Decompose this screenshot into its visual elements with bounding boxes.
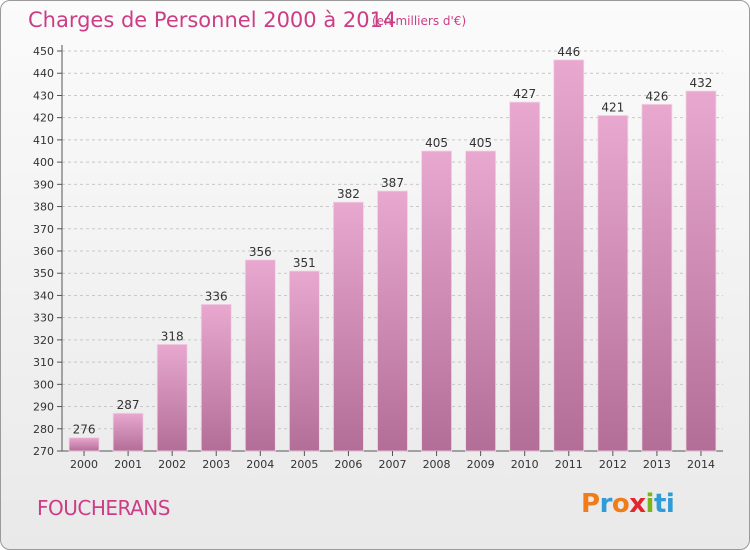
- y-tick-label: 450: [33, 45, 54, 58]
- bar: [377, 190, 408, 452]
- y-tick-label: 290: [33, 401, 54, 414]
- x-tick-label: 2009: [467, 458, 495, 471]
- bar: [68, 437, 100, 452]
- x-tick-label: 2005: [290, 458, 318, 471]
- chart-title: Charges de Personnel 2000 à 2014: [28, 8, 397, 32]
- chart-unit-note: (en milliers d'€): [372, 14, 467, 28]
- y-tick-label: 320: [33, 334, 54, 347]
- data-label: 432: [690, 76, 713, 90]
- data-label: 446: [557, 45, 580, 59]
- data-labels: 276 287 318 336 356 351 382 387 405 405 427 446 421 4…: [73, 45, 713, 437]
- bar: [333, 201, 364, 452]
- x-tick-label: 2004: [246, 458, 274, 471]
- y-tick-label: 330: [33, 312, 54, 325]
- x-tick-label: 2007: [379, 458, 407, 471]
- proxiti-logo: Proxiti: [581, 489, 675, 519]
- data-label: 382: [337, 187, 360, 201]
- data-label: 318: [161, 329, 184, 343]
- logo-letter: i: [665, 489, 675, 519]
- logo-letter: t: [653, 489, 666, 519]
- data-label: 405: [469, 136, 492, 150]
- x-tick-label: 2013: [643, 458, 671, 471]
- x-tick-label: 2014: [687, 458, 715, 471]
- x-tick-label: 2003: [202, 458, 230, 471]
- x-tick-label: 2011: [555, 458, 583, 471]
- logo-letter: x: [629, 489, 646, 519]
- data-label: 427: [513, 87, 536, 101]
- bar: [465, 150, 497, 452]
- x-tick-label: 2008: [423, 458, 451, 471]
- y-tick-label: 310: [33, 356, 54, 369]
- data-label: 356: [249, 245, 272, 259]
- bars: [68, 59, 717, 452]
- x-tick-label: 2002: [158, 458, 186, 471]
- bar: [553, 59, 585, 452]
- data-label: 421: [601, 100, 624, 114]
- x-tick-labels: 2000 2001 2002 2003 2004 2005 2006 2007 2008 2009…: [70, 451, 715, 471]
- logo-letter: i: [645, 489, 655, 519]
- town-name: FOUCHERANS: [37, 496, 170, 520]
- y-tick-label: 340: [33, 289, 54, 302]
- y-tick-label: 410: [33, 134, 54, 147]
- data-label: 351: [293, 256, 316, 270]
- bar: [641, 103, 673, 452]
- bar: [509, 101, 541, 452]
- bar: [112, 412, 144, 452]
- y-tick-label: 430: [33, 89, 54, 102]
- data-label: 387: [381, 176, 404, 190]
- y-tick-label: 380: [33, 201, 54, 214]
- y-tick-label: 350: [33, 267, 54, 280]
- y-tick-label: 420: [33, 112, 54, 125]
- y-tick-label: 280: [33, 423, 54, 436]
- bar: [421, 150, 452, 452]
- bar: [244, 259, 276, 452]
- y-tick-label: 400: [33, 156, 54, 169]
- logo-letter: r: [599, 489, 613, 519]
- x-tick-label: 2001: [114, 458, 142, 471]
- x-tick-label: 2010: [511, 458, 539, 471]
- bar: [156, 343, 188, 452]
- y-tick-label: 300: [33, 378, 54, 391]
- data-label: 287: [117, 398, 140, 412]
- y-tick-labels: 270 280 290 300 310 320 330 340 350 360 370 380 390 4…: [33, 45, 62, 458]
- bar: [288, 270, 320, 452]
- x-tick-label: 2006: [334, 458, 362, 471]
- data-label: 426: [645, 89, 668, 103]
- x-tick-label: 2000: [70, 458, 98, 471]
- bar: [685, 90, 717, 452]
- logo-letter: o: [611, 489, 630, 519]
- x-tick-label: 2012: [599, 458, 627, 471]
- y-tick-label: 390: [33, 178, 54, 191]
- y-tick-label: 360: [33, 245, 54, 258]
- data-label: 336: [205, 289, 228, 303]
- y-tick-label: 370: [33, 223, 54, 236]
- logo-letter: P: [581, 489, 600, 519]
- data-label: 276: [73, 423, 96, 437]
- bar: [200, 303, 232, 452]
- y-tick-label: 440: [33, 67, 54, 80]
- y-tick-label: 270: [33, 445, 54, 458]
- data-label: 405: [425, 136, 448, 150]
- bar: [597, 115, 629, 452]
